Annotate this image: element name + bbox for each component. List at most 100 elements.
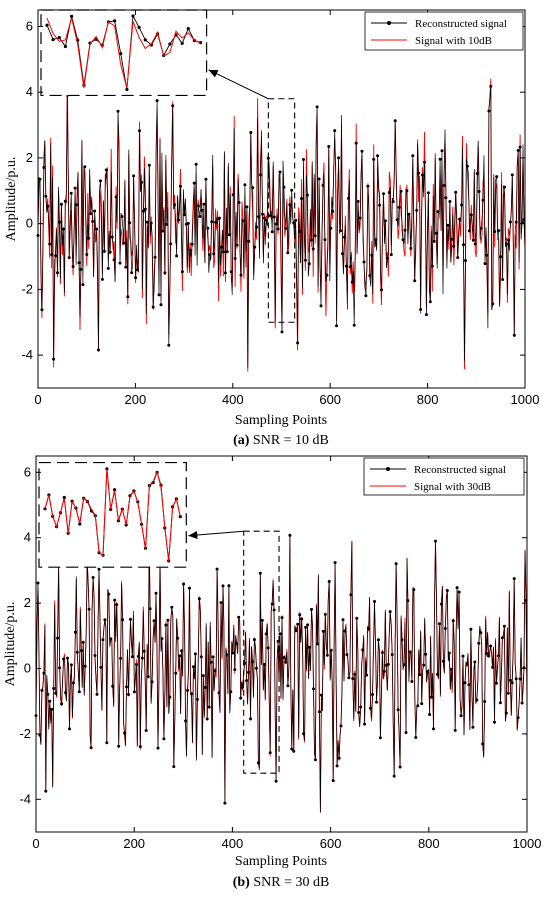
chart-b-reconstructed-point	[142, 649, 146, 653]
chart-b-y-axis-label: Amplitude/p.u.	[3, 602, 18, 687]
chart-b-reconstructed-point	[166, 618, 170, 622]
chart-b-reconstructed-point	[266, 646, 270, 650]
chart-a-reconstructed-point	[471, 238, 475, 242]
chart-a-reconstructed-point	[124, 265, 128, 269]
chart-a-reconstructed-point	[247, 239, 251, 243]
chart-a-reconstructed-point	[294, 218, 298, 222]
chart-b-reconstructed-point	[388, 610, 392, 614]
chart-a-reconstructed-point	[220, 245, 223, 249]
chart-b-inset-reconstructed-point	[116, 519, 120, 523]
chart-b-reconstructed-point	[500, 636, 504, 640]
chart-b-reconstructed-point	[327, 580, 331, 583]
chart-a-inset-reconstructed-point	[63, 44, 67, 49]
chart-b-reconstructed-point	[457, 590, 461, 594]
chart-a-reconstructed-point	[497, 229, 501, 233]
chart-a-inset-reconstructed-point	[143, 38, 147, 42]
chart-a-reconstructed-point	[208, 253, 212, 257]
chart-b-reconstructed-point	[274, 779, 278, 783]
chart-a-reconstructed-point	[196, 204, 200, 208]
chart-b-reconstructed-point	[473, 660, 477, 664]
chart-a-reconstructed-point	[151, 305, 155, 309]
chart-a-reconstructed-point	[52, 357, 56, 361]
chart-a-zoom-box	[208, 69, 296, 323]
chart-a-reconstructed-point	[284, 226, 288, 230]
chart-a-reconstructed-point	[282, 185, 286, 189]
chart-b-reconstructed-point	[404, 731, 408, 734]
chart-b-reconstructed-point	[188, 586, 191, 590]
chart-a-reconstructed-point	[140, 180, 143, 184]
chart-b-reconstructed-point	[44, 789, 48, 793]
chart-a-reconstructed-point	[374, 238, 378, 242]
chart-a-reconstructed-point	[42, 166, 46, 169]
chart-a-reconstructed-point	[505, 242, 508, 246]
chart-b-reconstructed-point	[497, 654, 500, 658]
chart-a-legend-reconstructed: Reconstructed signal	[415, 18, 507, 30]
chart-b-reconstructed-point	[168, 695, 172, 699]
chart-b-reconstructed-point	[215, 567, 219, 571]
chart-b-zoom-rect	[243, 530, 280, 774]
chart-a-legend-box	[364, 11, 524, 51]
chart-a-reconstructed-point	[274, 222, 278, 226]
chart-b-reconstructed-point	[174, 671, 178, 675]
chart-a-caption-letter: (a)	[233, 433, 250, 448]
chart-b-reconstructed-point	[231, 651, 235, 655]
chart-a-x-tick-label: 200	[125, 392, 147, 407]
chart-b-reconstructed-point	[441, 659, 445, 663]
chart-a-reconstructed-point	[280, 330, 284, 334]
chart-b-reconstructed-point	[282, 656, 286, 660]
chart-a-reconstructed-point	[417, 171, 421, 175]
chart-a: 0 200 400 600 800 1000 -4 -2 0 2 4 6 Sampling Poin…	[4, 9, 539, 448]
chart-a-reconstructed-point	[350, 280, 354, 284]
chart-b-reconstructed-point	[160, 637, 164, 641]
chart-a-reconstructed-point	[257, 215, 261, 219]
chart-b-inset-frame	[38, 461, 187, 568]
chart-b-reconstructed-point	[308, 645, 311, 649]
chart-b-reconstructed-point	[235, 642, 239, 646]
chart-a-reconstructed-point	[319, 304, 323, 308]
chart-a-reconstructed-point	[114, 195, 118, 199]
chart-a-inset-reconstructed-point	[70, 14, 74, 18]
chart-b-reconstructed-point	[138, 745, 142, 749]
chart-b-reconstructed-point	[359, 705, 363, 709]
chart-b-reconstructed-point	[323, 612, 327, 616]
chart-b-reconstructed-point	[424, 652, 428, 656]
chart-a-x-axis-label: Sampling Points	[235, 413, 327, 428]
chart-a-reconstructed-point	[175, 254, 179, 258]
chart-a-reconstructed-point	[450, 237, 454, 241]
chart-b-reconstructed-point	[290, 747, 294, 751]
chart-b-reconstructed-point	[207, 705, 211, 709]
chart-b-reconstructed-point	[493, 720, 496, 724]
chart-b-inset-reconstructed-point	[43, 507, 47, 511]
chart-b-reconstructed-point	[280, 616, 284, 620]
chart-b-reconstructed-point	[315, 642, 319, 646]
chart-b-zoom-box	[188, 530, 280, 774]
chart-a-reconstructed-point	[177, 218, 180, 222]
chart-b-reconstructed-point	[481, 742, 485, 746]
chart-a-reconstructed-point	[487, 109, 491, 113]
chart-a-reconstructed-point	[100, 277, 104, 281]
chart-a-reconstructed-point	[477, 190, 481, 193]
chart-b-reconstructed-point	[50, 707, 54, 711]
chart-a-reconstructed-point	[85, 253, 89, 256]
chart-b-reconstructed-point	[134, 663, 138, 666]
chart-a-x-tick-label: 800	[417, 392, 439, 407]
chart-a-reconstructed-point	[182, 213, 186, 217]
chart-a-reconstructed-point	[149, 221, 153, 225]
chart-a-inset-reconstructed-point	[119, 52, 123, 56]
chart-b-reconstructed-point	[136, 654, 140, 658]
chart-a-reconstructed-point	[231, 193, 235, 197]
chart-a-reconstructed-point	[438, 157, 442, 161]
chart-a-reconstructed-point	[382, 192, 385, 196]
chart-a-reconstructed-point	[272, 215, 276, 219]
chart-a-reconstructed-point	[241, 219, 245, 223]
chart-b-reconstructed-point	[512, 577, 516, 581]
chart-b-reconstructed-point	[479, 631, 483, 635]
chart-b-reconstructed-point	[489, 644, 493, 648]
chart-b-reconstructed-point	[445, 589, 449, 592]
chart-b-reconstructed-point	[262, 663, 266, 666]
chart-b-reconstructed-point	[87, 607, 91, 611]
chart-a-reconstructed-point	[501, 278, 505, 281]
chart-b-reconstructed-point	[508, 678, 512, 682]
chart-a-reconstructed-point	[102, 249, 106, 253]
chart-a-reconstructed-point	[237, 201, 241, 204]
